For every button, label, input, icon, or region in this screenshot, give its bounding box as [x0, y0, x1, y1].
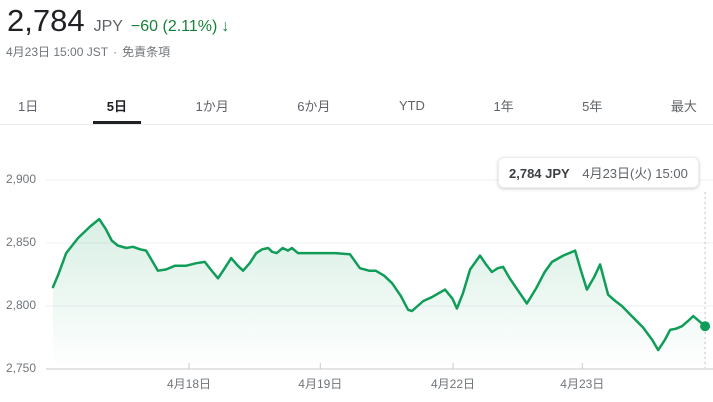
x-tick-label: 4月18日 [166, 377, 212, 391]
tab-1y[interactable]: 1年 [493, 98, 514, 114]
tab-max[interactable]: 最大 [670, 98, 697, 114]
price-line [51, 217, 707, 352]
dot-separator: · [113, 45, 118, 59]
tab-ytd[interactable]: YTD [398, 97, 425, 113]
tab-5y[interactable]: 5年 [582, 98, 603, 114]
y-tick-label: 2,900 [6, 172, 37, 186]
tab-6m[interactable]: 6か月 [297, 98, 331, 114]
tab-1d[interactable]: 1日 [18, 98, 39, 114]
currency-label: JPY [93, 18, 123, 35]
tab-1m[interactable]: 1か月 [195, 98, 229, 114]
x-tick-label: 4月22日 [430, 377, 476, 391]
area-fill [53, 219, 706, 369]
range-tabs: 1日 5日 1か月 6か月 YTD 1年 5年 最大 [0, 86, 713, 124]
tooltip-datetime: 4月23日(火) 15:00 [582, 166, 688, 181]
y-tick-label: 2,850 [6, 235, 37, 249]
x-tick-label: 4月23日 [560, 377, 605, 391]
y-tick-label: 2,800 [6, 298, 37, 312]
x-tick-label: 4月19日 [298, 377, 343, 391]
current-price: 2,784 [7, 3, 85, 38]
y-tick-label: 2,750 [6, 361, 37, 375]
chart-tooltip: 2,784 JPY 4月23日(火) 15:00 [498, 157, 699, 188]
quote-subtitle: 4月23日 15:00 JST · 免責条項 [6, 43, 170, 60]
quote-datetime: 4月23日 15:00 JST [6, 45, 109, 59]
tabs-divider [0, 124, 713, 125]
tooltip-price: 2,784 JPY [509, 166, 570, 181]
tab-5d[interactable]: 5日 [103, 86, 131, 124]
price-change: −60 (2.11%) [130, 18, 218, 35]
price-header: 2,784 JPY −60 (2.11%) ↓ [7, 3, 229, 39]
arrow-down-icon: ↓ [221, 18, 230, 35]
disclaimer-link[interactable]: 免責条項 [122, 45, 171, 59]
last-price-dot [700, 321, 711, 332]
